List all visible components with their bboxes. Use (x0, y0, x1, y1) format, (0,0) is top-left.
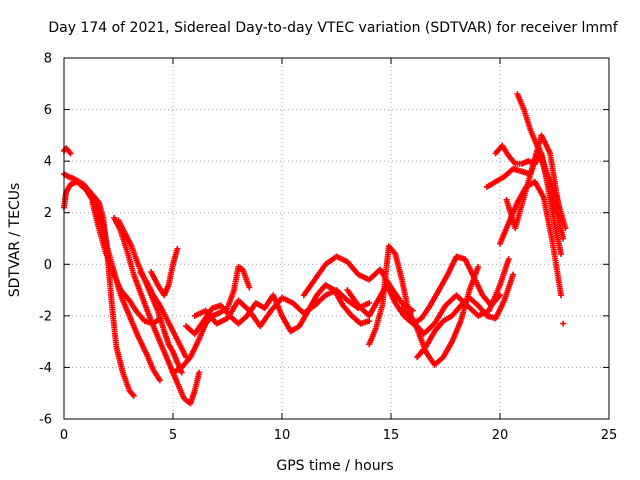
series-track-22 (560, 320, 567, 327)
data-point (475, 263, 482, 270)
series-track-4 (61, 145, 74, 157)
series-track-13 (344, 253, 503, 327)
data-point (67, 150, 74, 157)
series-track-10 (183, 281, 373, 337)
x-tick-label: 10 (274, 428, 291, 443)
y-tick-label: 2 (44, 206, 52, 221)
axis-ticks: 0 5 10 15 20 25 -6 -4 -2 0 2 4 6 8 (39, 52, 617, 444)
x-axis-label: GPS time / hours (276, 458, 393, 474)
data-point (505, 256, 512, 263)
series-track-19 (514, 91, 567, 242)
y-tick-label: -4 (39, 361, 52, 376)
series-track-1 (61, 171, 137, 399)
y-tick-label: 8 (44, 52, 52, 67)
x-tick-label: 15 (383, 428, 400, 443)
data-point (130, 392, 137, 399)
series-track-8 (148, 245, 181, 299)
chart-title: Day 174 of 2021, Sidereal Day-to-day VTE… (48, 20, 618, 36)
series-track-15 (398, 256, 512, 337)
data-point (560, 320, 567, 327)
data-point (366, 299, 373, 306)
y-tick-label: 4 (44, 155, 52, 170)
y-tick-label: -2 (39, 309, 52, 324)
data-point (366, 318, 373, 325)
series-track-16 (414, 271, 517, 361)
y-tick-label: -6 (39, 413, 52, 428)
series-track-3 (89, 199, 163, 327)
data-point (156, 377, 163, 384)
series-track-21 (503, 132, 562, 232)
data-point (560, 235, 567, 242)
data-point (246, 284, 253, 291)
x-tick-label: 25 (601, 428, 618, 443)
data-point (178, 369, 185, 376)
x-tick-label: 20 (492, 428, 509, 443)
y-tick-label: 6 (44, 103, 52, 118)
series-track-11 (191, 287, 373, 330)
data-point (196, 369, 203, 376)
data-point (510, 271, 517, 278)
data-point (174, 245, 181, 252)
series-track-9 (170, 263, 253, 376)
grid-lines (64, 58, 609, 419)
x-tick-label: 0 (60, 428, 68, 443)
series-track-6 (115, 217, 185, 376)
data-point (558, 250, 565, 257)
data-point (555, 204, 562, 211)
x-tick-label: 5 (169, 428, 177, 443)
data-points (61, 91, 569, 407)
y-tick-label: 0 (44, 258, 52, 273)
y-axis-label: SDTVAR / TECUs (7, 183, 23, 298)
plot-frame (63, 57, 610, 420)
data-point (558, 292, 565, 299)
series-track-7 (137, 269, 190, 361)
